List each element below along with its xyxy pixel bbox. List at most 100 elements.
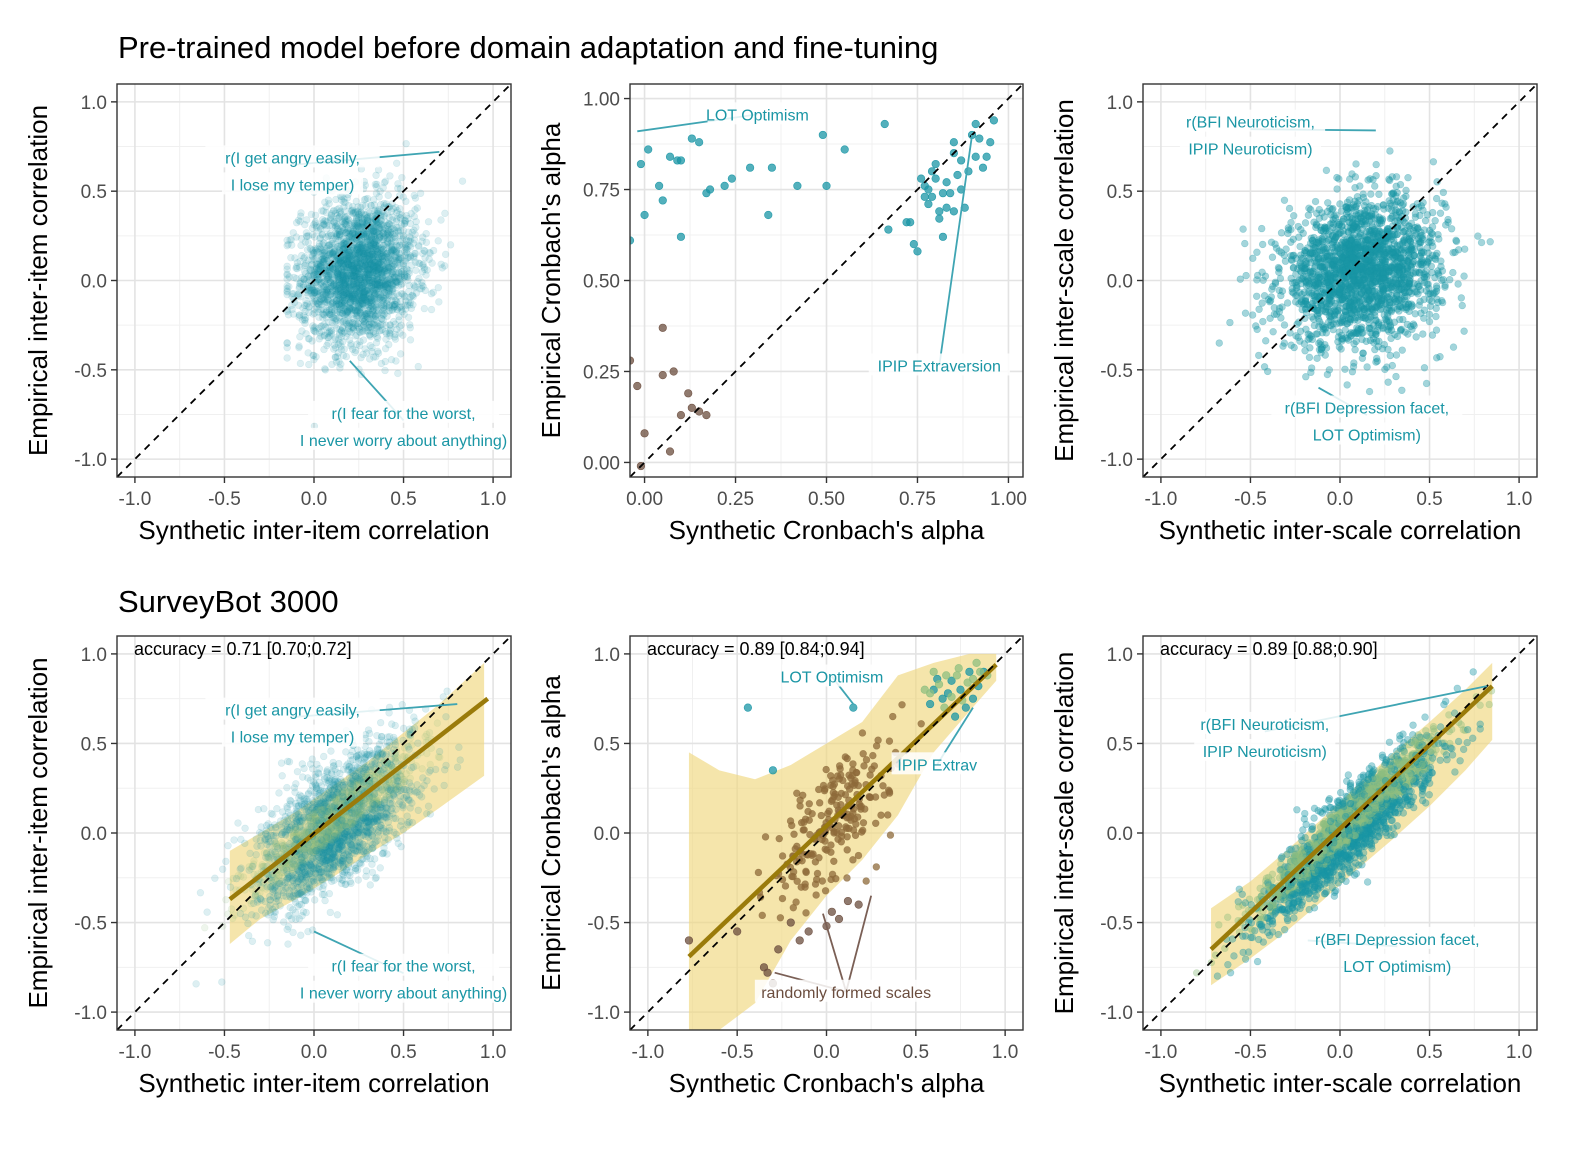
data-point bbox=[931, 174, 940, 183]
data-point bbox=[913, 247, 922, 256]
data-point bbox=[1359, 215, 1368, 224]
data-point bbox=[390, 246, 398, 254]
data-point bbox=[1375, 250, 1383, 259]
data-point bbox=[395, 323, 404, 331]
data-point bbox=[369, 249, 377, 258]
data-point bbox=[393, 215, 401, 223]
data-point bbox=[1337, 345, 1345, 353]
data-point bbox=[1414, 260, 1422, 268]
data-point bbox=[290, 289, 298, 298]
data-point bbox=[383, 222, 391, 230]
data-point bbox=[345, 229, 353, 238]
data-point bbox=[353, 246, 361, 254]
data-point bbox=[376, 246, 384, 255]
data-point bbox=[361, 270, 369, 279]
data-point bbox=[1388, 190, 1396, 198]
data-point bbox=[1366, 336, 1374, 345]
data-point bbox=[374, 207, 382, 215]
data-point bbox=[326, 310, 335, 319]
data-point bbox=[1300, 288, 1309, 297]
data-point bbox=[1386, 147, 1394, 155]
data-point bbox=[378, 296, 387, 305]
data-point bbox=[364, 243, 372, 252]
data-point bbox=[400, 220, 409, 228]
data-point bbox=[361, 296, 370, 304]
data-point bbox=[380, 232, 388, 240]
data-point bbox=[346, 282, 355, 291]
data-point bbox=[1261, 272, 1270, 280]
data-point bbox=[404, 313, 413, 322]
data-point bbox=[971, 119, 980, 129]
data-point bbox=[395, 268, 403, 277]
data-point bbox=[1365, 387, 1374, 396]
data-point bbox=[354, 319, 362, 328]
data-point bbox=[297, 241, 305, 250]
data-point bbox=[360, 290, 368, 298]
data-point bbox=[1400, 273, 1408, 282]
data-point bbox=[398, 211, 406, 219]
data-point bbox=[1486, 238, 1494, 246]
data-point bbox=[311, 211, 320, 220]
data-point bbox=[1449, 268, 1457, 277]
data-point bbox=[1239, 225, 1247, 233]
data-point bbox=[1424, 290, 1433, 298]
data-point bbox=[325, 328, 333, 337]
data-point bbox=[437, 260, 445, 268]
data-point bbox=[283, 271, 291, 279]
data-point bbox=[1347, 283, 1355, 291]
data-point bbox=[369, 305, 378, 313]
data-point bbox=[338, 289, 346, 297]
data-point bbox=[379, 184, 387, 192]
data-point bbox=[337, 327, 346, 335]
data-point bbox=[1420, 306, 1429, 314]
data-point bbox=[1322, 166, 1331, 175]
annotation-label: LOT Optimism) bbox=[1313, 427, 1421, 444]
data-point bbox=[375, 295, 383, 303]
data-point bbox=[1398, 346, 1406, 354]
data-point bbox=[935, 207, 944, 216]
data-point bbox=[395, 260, 403, 268]
data-point bbox=[388, 241, 397, 249]
data-point bbox=[1442, 203, 1450, 211]
data-point bbox=[1327, 261, 1336, 269]
data-point bbox=[1330, 212, 1338, 220]
data-point bbox=[676, 156, 686, 165]
data-point bbox=[373, 270, 381, 278]
data-point bbox=[1425, 317, 1434, 326]
data-point bbox=[312, 264, 321, 273]
data-point bbox=[389, 317, 398, 326]
data-point bbox=[400, 273, 409, 281]
data-point bbox=[325, 272, 333, 280]
data-point bbox=[818, 130, 827, 140]
data-point bbox=[1424, 256, 1433, 264]
data-point bbox=[324, 251, 333, 259]
data-point bbox=[390, 226, 399, 234]
data-point bbox=[1372, 316, 1380, 324]
data-point bbox=[332, 265, 340, 273]
data-point bbox=[373, 281, 382, 290]
data-point bbox=[399, 260, 407, 268]
data-point bbox=[767, 163, 777, 172]
data-point bbox=[342, 272, 350, 281]
data-point bbox=[1333, 185, 1341, 193]
data-point bbox=[322, 286, 330, 294]
data-point bbox=[370, 290, 379, 298]
data-point bbox=[403, 254, 412, 262]
data-point bbox=[349, 229, 357, 238]
data-point bbox=[403, 250, 412, 258]
data-point bbox=[368, 303, 377, 311]
data-point bbox=[441, 250, 450, 259]
data-point bbox=[365, 295, 374, 303]
annotation-label: r(BFI Depression facet, bbox=[1285, 400, 1450, 417]
data-point bbox=[434, 283, 442, 292]
data-point bbox=[1258, 299, 1266, 307]
data-point bbox=[1420, 278, 1429, 287]
data-point bbox=[320, 299, 329, 307]
data-point bbox=[406, 293, 414, 302]
data-point bbox=[361, 265, 369, 274]
data-point bbox=[1327, 312, 1336, 320]
data-point bbox=[350, 274, 359, 282]
data-point bbox=[1359, 296, 1367, 305]
data-point bbox=[349, 279, 358, 288]
series-points bbox=[630, 116, 998, 256]
